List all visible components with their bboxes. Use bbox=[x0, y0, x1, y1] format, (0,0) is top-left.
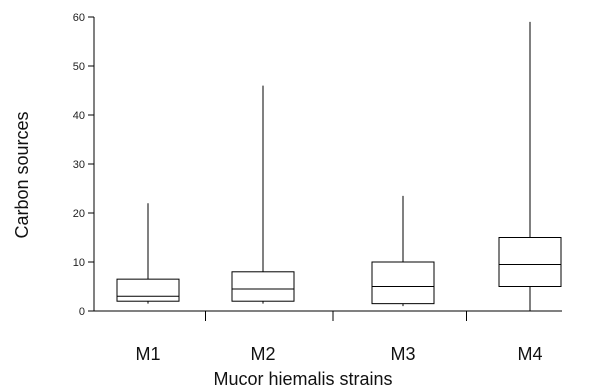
box-M1 bbox=[116, 203, 180, 304]
box-M2 bbox=[231, 85, 295, 304]
x-axis-title: Mucor hiemalis strains bbox=[213, 369, 392, 389]
box-M3 bbox=[371, 195, 435, 307]
x-tick-label: M2 bbox=[250, 344, 275, 364]
y-tick-label: 40 bbox=[73, 110, 85, 122]
box-rect bbox=[498, 237, 562, 287]
box-rect bbox=[231, 271, 295, 302]
y-tick-label: 50 bbox=[73, 61, 85, 73]
box-M4 bbox=[498, 21, 562, 311]
x-tick-label: M4 bbox=[517, 344, 542, 364]
box-rect bbox=[371, 261, 435, 305]
y-axis-title: Carbon sources bbox=[12, 111, 32, 238]
category-labels: M1 M2 M3 M4 bbox=[135, 344, 542, 364]
y-tick-label: 30 bbox=[73, 159, 85, 171]
y-tick-label: 60 bbox=[73, 12, 85, 24]
x-axis bbox=[94, 310, 562, 321]
box-rect bbox=[116, 278, 180, 302]
x-tick-label: M1 bbox=[135, 344, 160, 364]
y-tick-label: 10 bbox=[73, 257, 85, 269]
boxes bbox=[116, 21, 562, 311]
x-tick-label: M3 bbox=[390, 344, 415, 364]
y-axis: 0 10 20 30 40 50 60 bbox=[73, 12, 95, 318]
y-tick-label: 20 bbox=[73, 208, 85, 220]
y-tick-label: 0 bbox=[79, 306, 85, 318]
